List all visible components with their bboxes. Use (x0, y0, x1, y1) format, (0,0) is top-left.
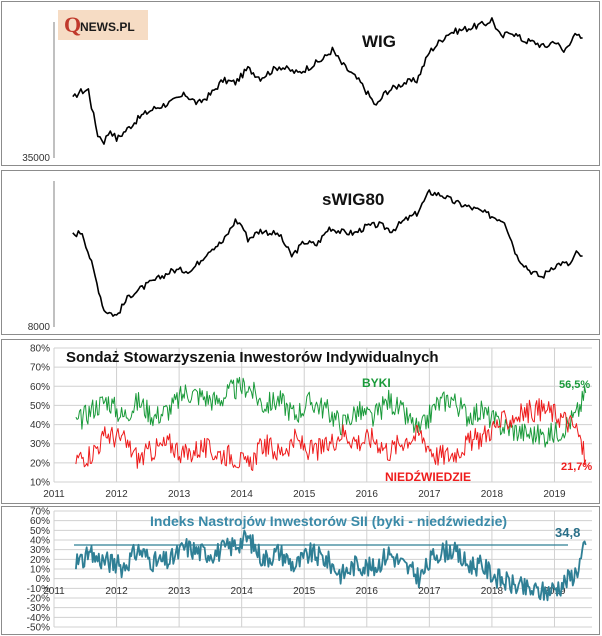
sentiment-y-tick-30%: 30% (30, 545, 50, 556)
sentiment-grid: -50%-40%-30%-20%-10%0%10%20%30%40%50%60%… (27, 507, 592, 634)
survey-y-tick-20%: 20% (30, 458, 50, 469)
survey-x-tick-2017: 2017 (418, 489, 441, 500)
sentiment-x-tick-2012: 2012 (105, 586, 128, 597)
logo-background (58, 10, 148, 40)
survey-x-tick-2019: 2019 (543, 489, 566, 500)
survey-title: Sondaż Stowarzyszenia Inwestorów Indywid… (66, 349, 439, 366)
logo-text: NEWS.PL (80, 20, 135, 34)
survey-y-tick-10%: 10% (30, 478, 50, 489)
sentiment-y-tick--40%: -40% (27, 613, 50, 624)
sentiment-x-tick-2014: 2014 (231, 586, 254, 597)
sentiment-x-tick-2019: 2019 (543, 586, 566, 597)
bears-last-value: 21,7% (561, 461, 592, 473)
survey-x-tick-2016: 2016 (356, 489, 379, 500)
survey-y-tick-80%: 80% (30, 344, 50, 355)
wig-title: WIG (362, 32, 396, 51)
sentiment-y-tick-40%: 40% (30, 536, 50, 547)
survey-x-tick-2015: 2015 (293, 489, 316, 500)
sentiment-x-tick-2018: 2018 (481, 586, 504, 597)
bulls-line (75, 376, 587, 448)
survey-grid: 10% 20% 30% 40% 50% 60% 70% 80% 2011 2012 2013 2014… (30, 344, 592, 500)
survey-x-tick-2012: 2012 (105, 489, 128, 500)
sentiment-last-value: 34,8 (555, 525, 580, 540)
swig80-title: sWIG80 (322, 190, 384, 209)
bears-line (75, 398, 587, 471)
survey-x-tick-2018: 2018 (481, 489, 504, 500)
survey-y-tick-60%: 60% (30, 382, 50, 393)
sentiment-y-tick--20%: -20% (27, 594, 50, 605)
survey-y-tick-30%: 30% (30, 439, 50, 450)
swig80-y-min-label: 8000 (28, 322, 51, 333)
sentiment-y-tick-0%: 0% (36, 574, 51, 585)
swig80-line (72, 189, 583, 317)
bears-label: NIEDŹWIEDZIE (385, 469, 471, 484)
bulls-last-value: 56,5% (559, 379, 590, 391)
survey-plot (75, 376, 587, 471)
wig-line (72, 17, 583, 145)
sentiment-x-tick-2011: 2011 (43, 586, 65, 597)
sentiment-y-tick--30%: -30% (27, 603, 50, 614)
sentiment-x-tick-2015: 2015 (293, 586, 316, 597)
qnews-logo: Q NEWS.PL (58, 10, 148, 40)
swig80-plot (72, 189, 583, 317)
sentiment-line (75, 529, 587, 602)
survey-y-tick-50%: 50% (30, 401, 50, 412)
bulls-label: BYKI (362, 376, 391, 390)
logo-q: Q (64, 12, 81, 37)
wig-y-min-label: 35000 (22, 153, 50, 164)
sentiment-x-tick-2017: 2017 (418, 586, 441, 597)
sentiment-y-tick-70%: 70% (30, 507, 50, 518)
sentiment-plot (74, 529, 587, 602)
survey-x-tick-2013: 2013 (168, 489, 191, 500)
swig80-panel (1, 170, 600, 335)
sentiment-x-tick-2016: 2016 (356, 586, 379, 597)
sentiment-y-tick-60%: 60% (30, 516, 50, 527)
wig-plot (72, 17, 583, 145)
sentiment-y-tick-50%: 50% (30, 526, 50, 537)
survey-y-tick-70%: 70% (30, 363, 50, 374)
sentiment-y-tick-10%: 10% (30, 565, 50, 576)
sentiment-y-tick--50%: -50% (27, 623, 50, 634)
sentiment-x-tick-2013: 2013 (168, 586, 191, 597)
sentiment-y-tick--10%: -10% (27, 584, 50, 595)
survey-x-tick-2011: 2011 (43, 489, 65, 500)
sentiment-title: Indeks Nastrojów Inwestorów SII (byki - … (150, 513, 507, 529)
survey-y-tick-40%: 40% (30, 420, 50, 431)
survey-x-tick-2014: 2014 (231, 489, 254, 500)
sentiment-y-tick-20%: 20% (30, 555, 50, 566)
